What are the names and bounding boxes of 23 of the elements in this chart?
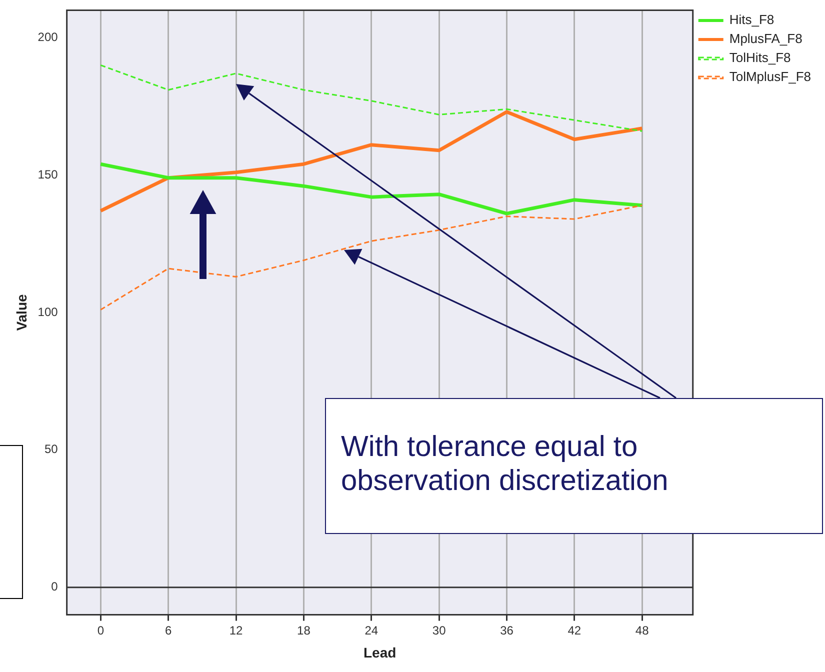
x-axis-title: Lead: [364, 644, 396, 660]
x-tick-label: 36: [500, 623, 514, 638]
y-tick-label: 150: [38, 167, 58, 182]
y-tick-label: 0: [51, 580, 58, 594]
legend-label: Hits_F8: [729, 12, 774, 28]
legend-label: MplusFA_F8: [729, 31, 802, 46]
line-series: [100, 64, 643, 132]
x-tick-label: 12: [229, 623, 244, 638]
x-tick-label: 42: [568, 623, 582, 638]
x-tick-label: 0: [97, 623, 104, 638]
x-tick-label: 30: [432, 623, 446, 638]
legend-label: TolMplusF_F8: [729, 69, 812, 84]
y-tick-label: 200: [38, 30, 58, 44]
x-tick-label: 48: [635, 623, 650, 638]
y-tick-label: 50: [44, 442, 58, 456]
y-tick-label: 100: [38, 304, 58, 319]
line-series: [100, 204, 643, 310]
legend-label: TolHits_F8: [729, 50, 791, 66]
y-axis-title: Value: [13, 294, 30, 331]
annotation: With tolerance equal to observation discretization: [341, 430, 670, 498]
x-tick-label: 6: [165, 623, 172, 638]
x-tick-label: 24: [364, 623, 378, 638]
x-tick-label: 18: [297, 623, 311, 638]
